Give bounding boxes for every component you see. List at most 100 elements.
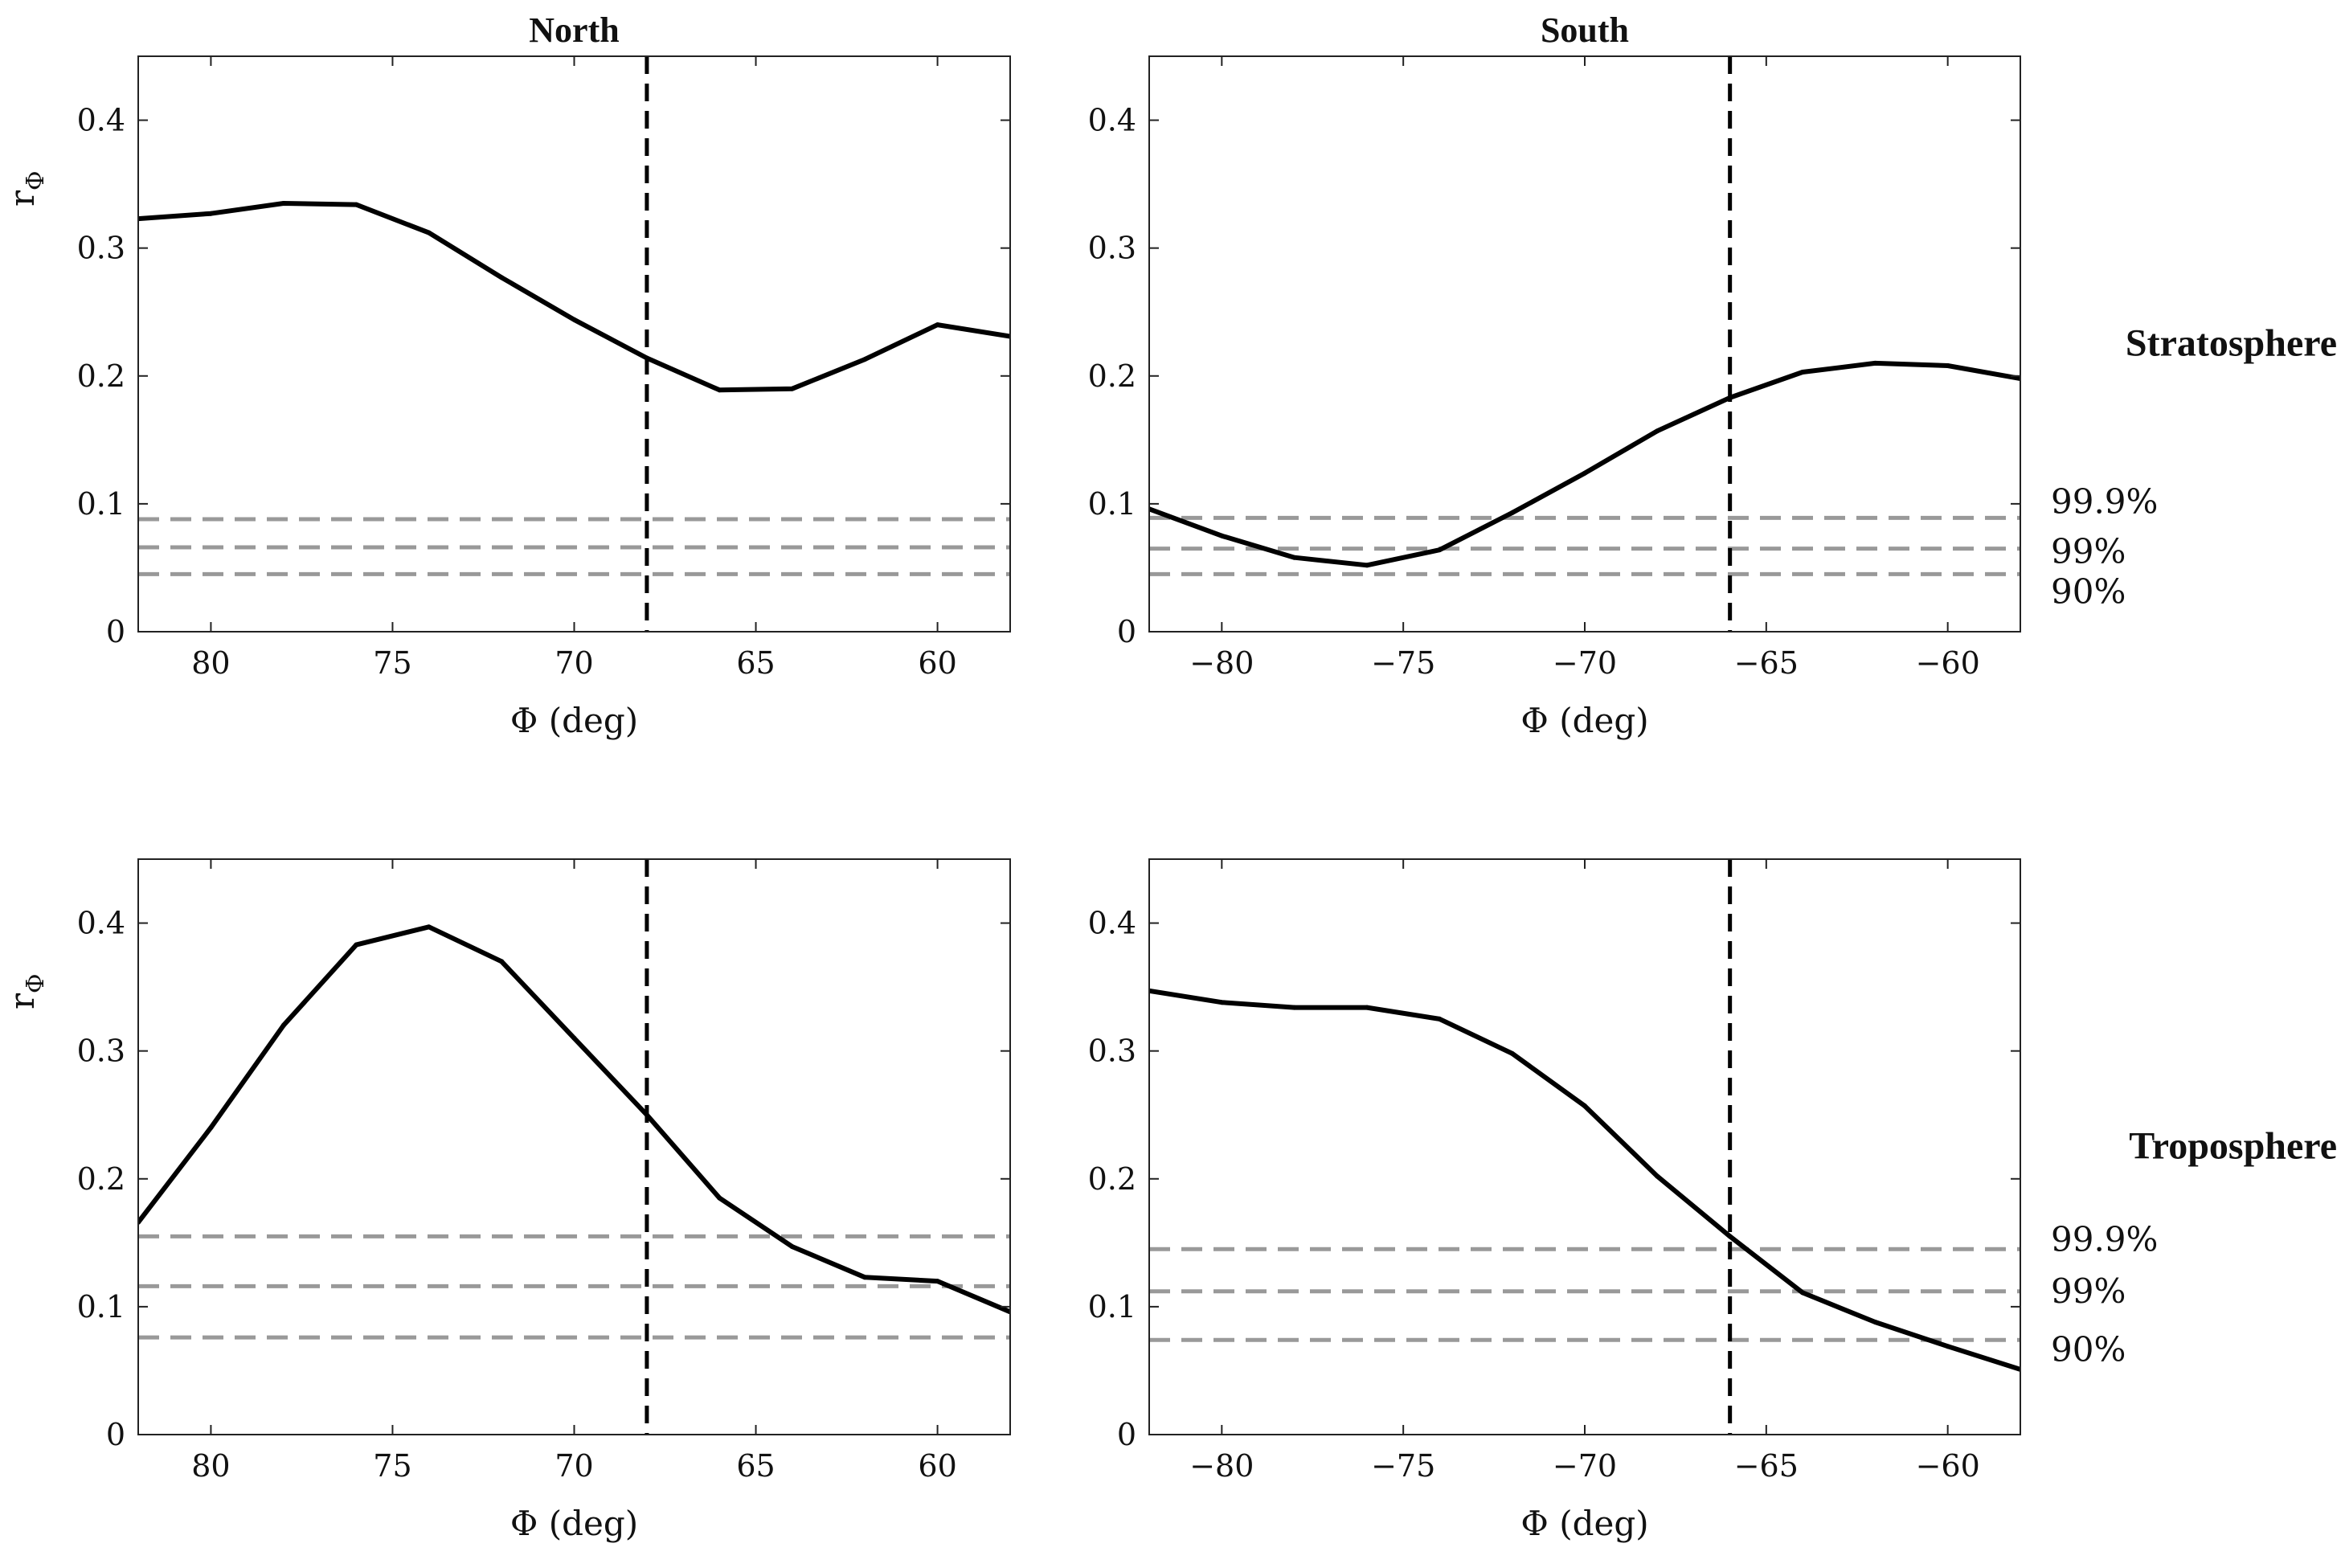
data-point bbox=[1291, 1005, 1297, 1010]
significance-label: 90% bbox=[2051, 1329, 2126, 1369]
y-tick-label: 0.1 bbox=[77, 1289, 125, 1324]
y-tick-label: 0.4 bbox=[77, 103, 125, 138]
axes-frame bbox=[1148, 858, 2021, 1435]
data-point bbox=[1509, 510, 1515, 516]
data-point bbox=[1509, 1050, 1515, 1056]
series-line bbox=[1149, 360, 2020, 568]
data-point bbox=[354, 202, 359, 207]
y-tick-label: 0.4 bbox=[77, 906, 125, 941]
data-point bbox=[789, 386, 795, 391]
y-tick-label: 0 bbox=[106, 1417, 125, 1452]
data-point bbox=[1727, 395, 1733, 400]
x-tick-label: 75 bbox=[373, 1448, 411, 1484]
series-line bbox=[138, 201, 1010, 393]
y-tick-label: 0.4 bbox=[1088, 103, 1136, 138]
y-tick-label: 0.1 bbox=[1088, 1289, 1136, 1324]
y-tick-label: 0.3 bbox=[1088, 1034, 1136, 1069]
x-tick-label: −75 bbox=[1371, 1448, 1435, 1484]
y-tick-label: 0.1 bbox=[1088, 486, 1136, 522]
x-tick-label: −60 bbox=[1916, 645, 1980, 681]
data-point bbox=[935, 322, 940, 328]
data-point bbox=[1365, 563, 1369, 568]
axes-frame bbox=[137, 858, 1011, 1435]
data-point bbox=[1437, 1016, 1443, 1021]
x-tick-label: −70 bbox=[1553, 645, 1617, 681]
x-tick-label: 70 bbox=[555, 1448, 593, 1484]
x-tick-label: 80 bbox=[191, 645, 230, 681]
significance-label: 99.9% bbox=[2051, 481, 2158, 521]
panel-south-troposphere: −80 −75 −70 −65 −60 0 0.1 0.2 0.3 0.4 Φ (deg) Tropo… bbox=[1088, 858, 2337, 1543]
data-point bbox=[1800, 1290, 1805, 1296]
significance-label: 99.9% bbox=[2051, 1219, 2158, 1259]
panel-title: North bbox=[529, 10, 619, 50]
x-tick-label: −65 bbox=[1734, 645, 1799, 681]
y-tick-label: 0.2 bbox=[77, 1161, 125, 1197]
row-label-troposphere: Troposphere bbox=[2129, 1124, 2337, 1167]
y-axis-label-subscript: Φ bbox=[22, 973, 50, 993]
x-tick-label: −80 bbox=[1189, 645, 1254, 681]
x-axis-label: Φ (deg) bbox=[1520, 701, 1648, 740]
significance-label: 90% bbox=[2051, 571, 2126, 611]
significance-label: 99% bbox=[2051, 532, 2126, 571]
panel-title: South bbox=[1541, 10, 1629, 50]
panel-south-stratosphere: −80 −75 −70 −65 −60 0 0.1 0.2 0.3 0.4 Φ (deg) South… bbox=[1088, 10, 2337, 740]
y-tick-label: 0.2 bbox=[77, 358, 125, 394]
data-point bbox=[1945, 363, 1950, 369]
y-tick-label: 0.3 bbox=[1088, 231, 1136, 266]
x-tick-label: −65 bbox=[1734, 1448, 1799, 1484]
y-axis-label-subscript: Φ bbox=[22, 170, 50, 190]
data-point bbox=[208, 1125, 214, 1131]
x-tick-label: −60 bbox=[1916, 1448, 1980, 1484]
data-point bbox=[789, 1244, 795, 1250]
data-point bbox=[644, 355, 649, 361]
x-tick-label: 60 bbox=[918, 1448, 956, 1484]
x-tick-label: −70 bbox=[1553, 1448, 1617, 1484]
x-tick-label: −80 bbox=[1189, 1448, 1254, 1484]
y-tick-label: 0.1 bbox=[77, 486, 125, 522]
row-label-stratosphere: Stratosphere bbox=[2126, 321, 2337, 364]
panel-north-stratosphere: 80 75 70 65 60 0 0.1 0.2 0.3 0.4 Φ (deg) rΦ North bbox=[2, 10, 1011, 740]
data-point bbox=[862, 357, 868, 362]
axes-frame bbox=[1148, 55, 2021, 633]
data-point bbox=[1800, 370, 1805, 375]
y-axis-label: rΦ bbox=[2, 170, 50, 207]
series-line bbox=[138, 924, 1010, 1315]
data-point bbox=[1219, 533, 1225, 538]
data-point bbox=[862, 1275, 868, 1280]
y-tick-label: 0.2 bbox=[1088, 1161, 1136, 1197]
y-tick-label: 0 bbox=[1117, 614, 1136, 649]
data-point bbox=[571, 1035, 577, 1041]
data-point bbox=[1291, 555, 1297, 560]
data-point bbox=[426, 230, 432, 235]
data-point bbox=[717, 1195, 722, 1201]
data-point bbox=[499, 959, 505, 964]
x-tick-label: −75 bbox=[1371, 645, 1435, 681]
y-tick-label: 0 bbox=[106, 614, 125, 649]
x-tick-label: 75 bbox=[373, 645, 411, 681]
x-tick-label: 65 bbox=[736, 645, 775, 681]
y-tick-label: 0.2 bbox=[1088, 358, 1136, 394]
data-point bbox=[208, 211, 214, 216]
data-point bbox=[280, 200, 286, 206]
x-tick-label: 65 bbox=[736, 1448, 775, 1484]
data-point bbox=[1437, 547, 1443, 553]
data-point bbox=[354, 942, 359, 948]
y-axis-label-main: r bbox=[2, 190, 42, 207]
panel-north-troposphere: 80 75 70 65 60 0 0.1 0.2 0.3 0.4 Φ (deg) rΦ bbox=[2, 858, 1011, 1543]
data-point bbox=[1365, 1005, 1369, 1010]
data-point bbox=[571, 317, 577, 322]
y-axis-label: rΦ bbox=[2, 973, 50, 1009]
significance-label: 99% bbox=[2051, 1271, 2126, 1311]
data-point bbox=[1219, 1000, 1225, 1005]
data-point bbox=[499, 275, 505, 280]
data-point bbox=[1872, 360, 1878, 366]
x-axis-label: Φ (deg) bbox=[510, 1504, 638, 1543]
series-line bbox=[1149, 988, 2020, 1372]
y-tick-label: 0.3 bbox=[77, 1034, 125, 1069]
data-point bbox=[1872, 1319, 1878, 1324]
x-tick-label: 80 bbox=[191, 1448, 230, 1484]
x-tick-label: 60 bbox=[918, 645, 956, 681]
x-axis-label: Φ (deg) bbox=[510, 701, 638, 740]
data-point bbox=[426, 924, 432, 930]
